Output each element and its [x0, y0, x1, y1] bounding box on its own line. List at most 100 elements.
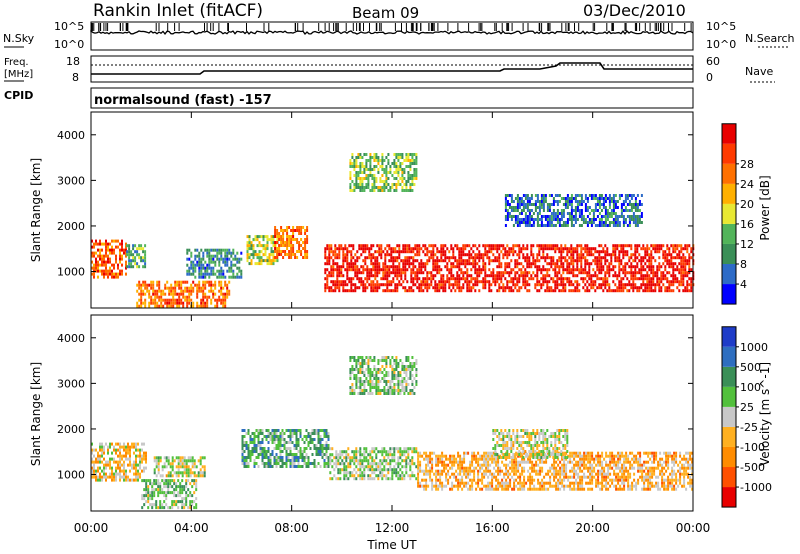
power-cell [418, 247, 421, 251]
power-cell [498, 262, 501, 266]
power-cell [194, 248, 197, 252]
velocity-cell [299, 435, 302, 438]
velocity-cell [137, 463, 139, 467]
power-cell [342, 286, 345, 290]
power-cell [602, 203, 605, 206]
velocity-cell [313, 465, 316, 468]
power-cell [518, 286, 521, 290]
velocity-cell [181, 465, 184, 469]
velocity-cell [171, 459, 174, 463]
power-cell [462, 286, 465, 290]
velocity-cell [273, 447, 276, 450]
power-cell [458, 247, 461, 251]
power-cell [550, 215, 553, 218]
power-cell [540, 283, 543, 287]
velocity-cell [167, 479, 170, 483]
power-cell [386, 286, 389, 290]
power-cell [556, 221, 559, 224]
power-cell [666, 247, 669, 251]
power-cell [444, 286, 447, 290]
velocity-cell [393, 456, 396, 460]
velocity-cell [145, 488, 148, 492]
power-cell [678, 244, 681, 248]
power-cell [252, 250, 255, 254]
power-cell [258, 256, 261, 260]
velocity-cell [165, 479, 168, 483]
power-cell [117, 263, 119, 267]
power-cell [103, 272, 105, 276]
power-cell [628, 271, 631, 275]
power-cell [578, 224, 581, 227]
power-cell [410, 271, 413, 275]
power-cell [596, 259, 599, 263]
power-cell [128, 262, 131, 266]
velocity-cell [321, 444, 324, 447]
power-cell [448, 283, 451, 287]
power-cell [510, 218, 513, 221]
power-cell [452, 274, 455, 278]
power-cell [386, 274, 389, 278]
power-cell [344, 247, 347, 251]
power-cell [682, 277, 685, 281]
power-cell [216, 254, 219, 258]
velocity-cell [363, 465, 366, 469]
power-cell [504, 197, 507, 200]
power-cell [606, 218, 609, 221]
power-cell [516, 200, 519, 203]
power-cell [362, 247, 365, 251]
velocity-cell [307, 465, 310, 468]
power-cell [368, 250, 371, 254]
power-cell [224, 254, 227, 258]
power-cell [394, 259, 397, 263]
power-cell [510, 247, 513, 251]
power-cell [382, 250, 385, 254]
power-cell [580, 197, 583, 200]
power-cell [409, 153, 412, 156]
power-cell [604, 271, 607, 275]
power-cell [690, 256, 693, 260]
power-cell [526, 265, 529, 269]
power-cell [566, 277, 569, 281]
power-cell [363, 186, 366, 189]
power-cell [396, 274, 399, 278]
velocity-cell [421, 469, 424, 473]
power-cell [482, 268, 485, 272]
velocity-cell [251, 441, 254, 444]
power-cell [430, 253, 433, 257]
power-cell [117, 275, 119, 279]
power-cell [666, 286, 669, 290]
power-cell [532, 244, 535, 248]
velocity-cell [419, 484, 422, 488]
power-cell [393, 159, 396, 162]
power-cell [362, 283, 365, 287]
power-cell [168, 292, 171, 296]
power-cell [516, 209, 519, 212]
velocity-cell [311, 441, 314, 444]
power-cell [474, 280, 477, 284]
velocity-cell [389, 450, 392, 454]
power-cell [594, 203, 597, 206]
power-cell [266, 256, 269, 260]
power-cell [438, 259, 441, 263]
velocity-cell [291, 453, 294, 456]
power-cell [450, 247, 453, 251]
velocity-cell [193, 471, 196, 475]
power-cell [346, 250, 349, 254]
power-cell [634, 197, 637, 200]
velocity-cell [91, 442, 93, 446]
velocity-cell [375, 462, 378, 466]
velocity-cell [153, 482, 156, 486]
velocity-cell [103, 469, 105, 473]
power-cell [550, 247, 553, 251]
velocity-cell [119, 463, 121, 467]
velocity-cell [361, 471, 364, 475]
velocity-cell [247, 447, 250, 450]
power-cell [632, 289, 635, 293]
power-cell [359, 183, 362, 186]
power-cell [174, 283, 177, 287]
power-cell [228, 280, 231, 284]
power-cell [520, 274, 523, 278]
power-cell [624, 268, 627, 272]
power-cell [332, 268, 335, 272]
power-cell [359, 168, 362, 171]
